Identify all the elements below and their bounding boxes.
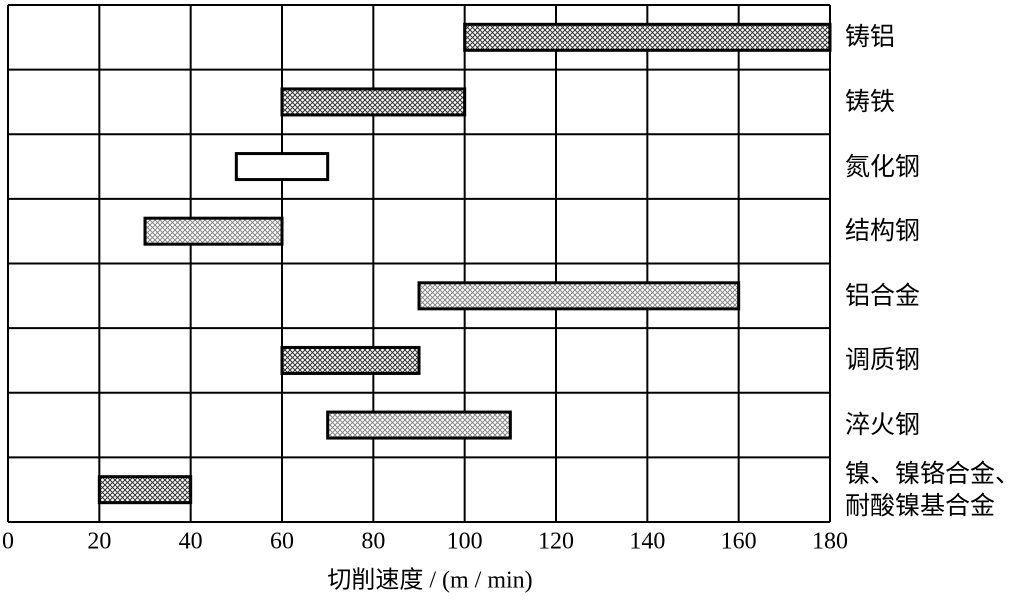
category-label: 铸铝 xyxy=(845,22,896,52)
x-tick-label: 140 xyxy=(629,529,665,555)
bar xyxy=(143,216,284,246)
x-tick-label: 60 xyxy=(270,529,294,555)
x-tick-label: 160 xyxy=(721,529,757,555)
x-tick-label: 0 xyxy=(2,529,14,555)
category-label: 铸铁 xyxy=(845,86,896,116)
bar xyxy=(234,152,330,182)
x-tick-label: 40 xyxy=(179,529,203,555)
x-tick-label: 80 xyxy=(361,529,385,555)
category-label: 镍、镍铬合金、耐酸镍基合金 xyxy=(845,458,1021,520)
x-axis-label: 切削速度 / (m / min) xyxy=(327,567,532,594)
bar xyxy=(417,281,741,311)
category-label: 铝合金 xyxy=(845,280,921,310)
bar xyxy=(280,87,467,117)
category-label: 淬火钢 xyxy=(845,410,921,440)
x-tick-label: 120 xyxy=(538,529,574,555)
bar xyxy=(280,345,421,375)
category-label: 调质钢 xyxy=(845,345,921,375)
bar xyxy=(326,410,512,440)
bar xyxy=(463,22,832,52)
x-tick-label: 20 xyxy=(87,529,111,555)
x-tick-label: 100 xyxy=(447,529,483,555)
category-label: 氮化钢 xyxy=(845,151,921,181)
category-label: 结构钢 xyxy=(845,216,921,246)
x-tick-label: 180 xyxy=(812,529,848,555)
bar xyxy=(97,475,193,505)
